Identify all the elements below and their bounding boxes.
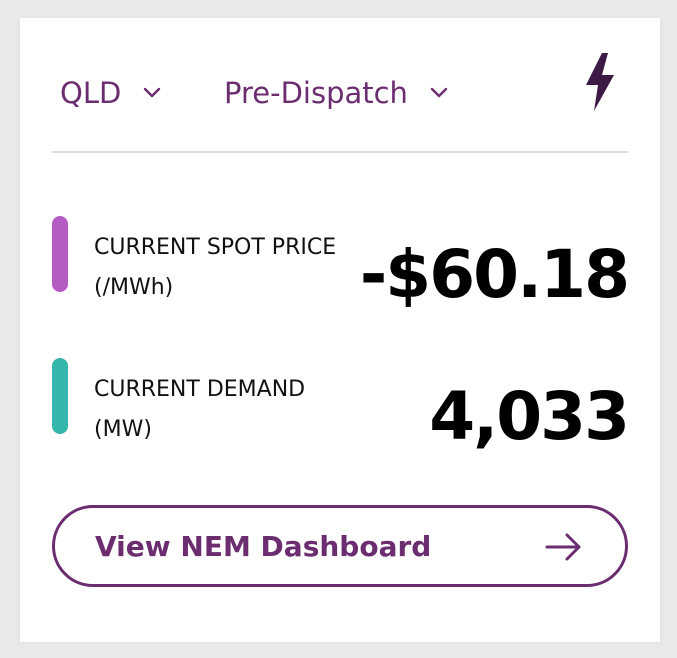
demand-indicator — [52, 358, 68, 434]
demand-label-unit: (MW) — [94, 417, 152, 442]
spot-price-metric: CURRENT SPOT PRICE (/MWh) -$60.18 — [52, 216, 630, 310]
spot-price-indicator — [52, 216, 68, 292]
spot-price-label-line1: CURRENT SPOT PRICE — [94, 235, 337, 260]
nem-widget-card: QLD Pre-Dispatch CURRENT SPOT PRICE (/MW… — [20, 18, 660, 642]
demand-label: CURRENT DEMAND (MW) — [94, 370, 364, 450]
spot-price-label-unit: (/MWh) — [94, 275, 174, 300]
lightning-bolt-icon — [586, 53, 614, 111]
widget-header: QLD Pre-Dispatch — [52, 53, 628, 133]
demand-value: 4,033 — [429, 378, 630, 455]
demand-metric: CURRENT DEMAND (MW) 4,033 — [52, 358, 630, 452]
view-nem-dashboard-button[interactable]: View NEM Dashboard — [52, 505, 628, 587]
chevron-down-icon — [144, 87, 161, 98]
header-divider — [52, 151, 628, 153]
chevron-down-icon — [430, 87, 448, 98]
region-select[interactable]: QLD — [60, 73, 161, 113]
spot-price-label: CURRENT SPOT PRICE (/MWh) — [94, 228, 364, 308]
dispatch-mode-value: Pre-Dispatch — [224, 76, 408, 110]
region-select-value: QLD — [60, 76, 122, 110]
spot-price-value: -$60.18 — [359, 236, 630, 313]
demand-label-line1: CURRENT DEMAND — [94, 377, 306, 402]
arrow-right-icon — [545, 533, 581, 561]
dispatch-mode-select[interactable]: Pre-Dispatch — [224, 73, 448, 113]
view-nem-dashboard-label: View NEM Dashboard — [95, 529, 432, 563]
